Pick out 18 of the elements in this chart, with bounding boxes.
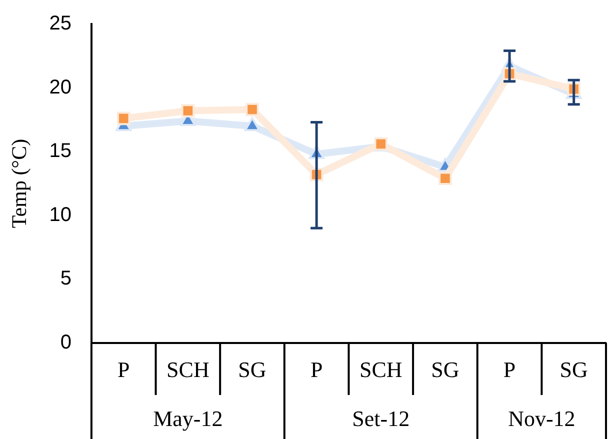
y-tick-label: 15 — [49, 140, 72, 162]
x-tick-label: SCH — [166, 356, 210, 382]
y-axis-title: Temp (°C) — [7, 138, 32, 228]
x-tick-label: P — [310, 356, 323, 382]
x-tick-label: SG — [431, 356, 460, 382]
x-tick-label: P — [503, 356, 516, 382]
x-tick-label: P — [117, 356, 130, 382]
y-tick-label: 20 — [49, 76, 72, 98]
x-tick-label: SCH — [359, 356, 402, 382]
x-tick-label: SG — [560, 356, 588, 382]
text: Set-12 — [352, 406, 410, 431]
text: May-12 — [153, 406, 223, 431]
text: Nov-12 — [508, 406, 576, 431]
y-tick-label: 5 — [60, 268, 72, 290]
y-tick-label: 0 — [60, 332, 72, 354]
y-tick-label: 10 — [49, 204, 72, 226]
y-tick-label: 25 — [49, 12, 72, 35]
x-tick-label: SG — [238, 356, 266, 382]
